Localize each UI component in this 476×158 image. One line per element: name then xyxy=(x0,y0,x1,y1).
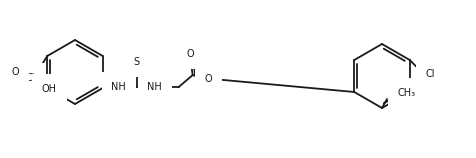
Text: OH: OH xyxy=(42,84,57,94)
Text: CH₃: CH₃ xyxy=(398,88,416,98)
Text: O: O xyxy=(205,74,212,84)
Text: S: S xyxy=(134,57,140,67)
Text: Cl: Cl xyxy=(26,73,35,83)
Text: NH: NH xyxy=(111,82,126,92)
Text: Cl: Cl xyxy=(426,69,435,79)
Text: NH: NH xyxy=(148,82,162,92)
Text: O: O xyxy=(187,49,195,59)
Text: O: O xyxy=(11,67,19,77)
